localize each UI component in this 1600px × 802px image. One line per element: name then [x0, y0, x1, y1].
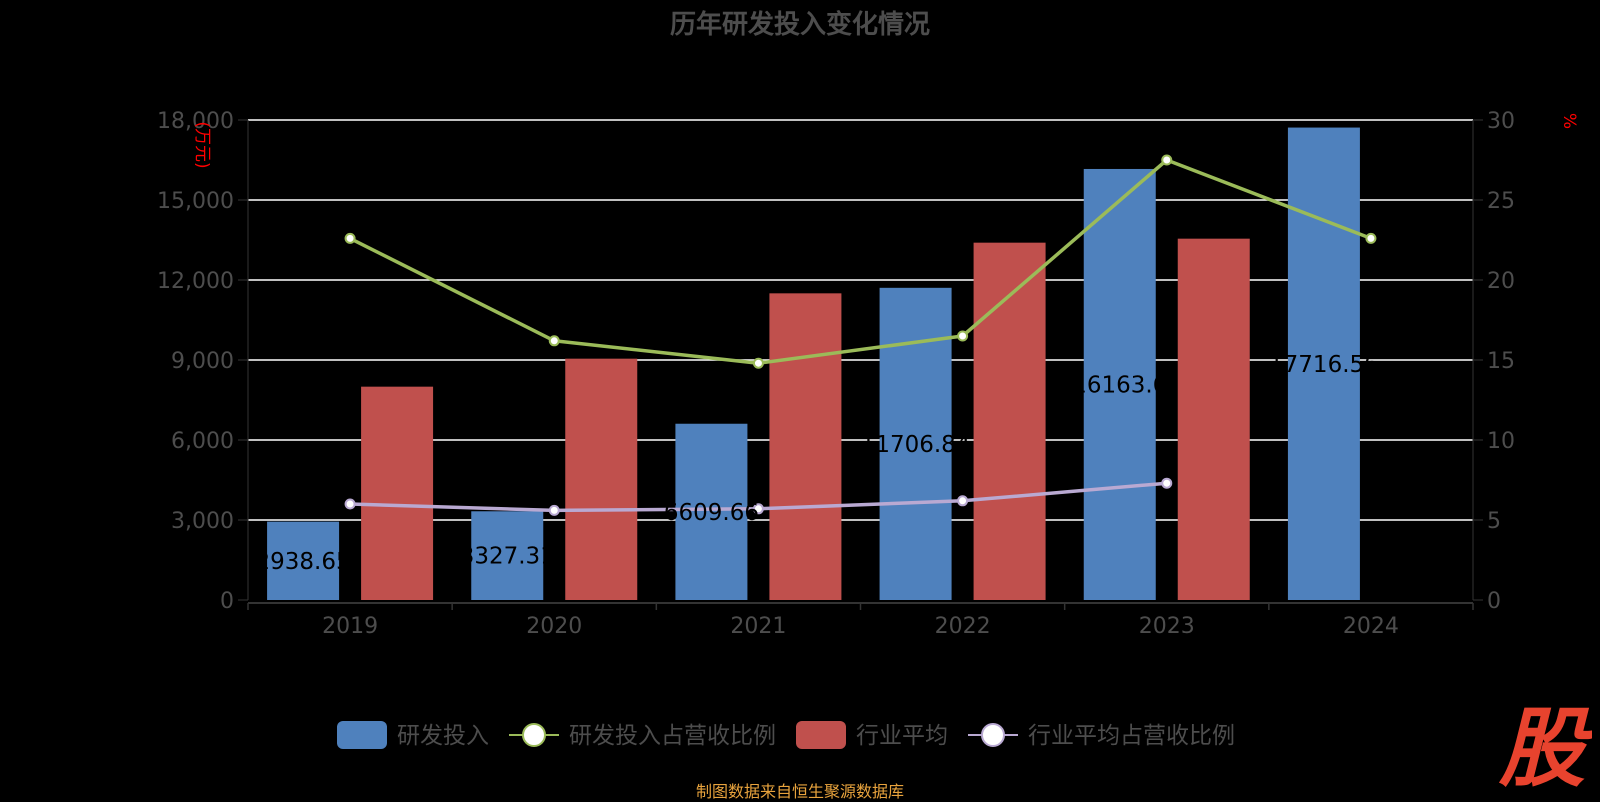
bar-rd-value-label: 2938.65	[256, 549, 351, 575]
x-tick-label: 2022	[935, 614, 991, 639]
y-left-tick-label: 6,000	[171, 429, 234, 454]
data-labels: 2938.65 3327.31 6609.66 11706.84 16163.6 1771…	[256, 352, 1379, 575]
legend-label: 行业平均	[856, 723, 948, 749]
legend-item-industry[interactable]: 行业平均	[796, 721, 948, 749]
industry-ratio-point	[548, 504, 560, 516]
lines	[344, 154, 1377, 516]
y-left-tick-label: 18,000	[157, 109, 234, 134]
bar-industry-2022	[973, 242, 1046, 600]
industry-ratio-point	[344, 498, 356, 510]
chart-title: 历年研发投入变化情况	[670, 9, 930, 40]
y-left-unit: (万元)	[192, 121, 212, 168]
rd-ratio-point	[752, 357, 764, 369]
y-left-tick-label: 12,000	[157, 269, 234, 294]
legend-label: 研发投入占营收比例	[569, 723, 776, 749]
legend[interactable]: 研发投入 研发投入占营收比例 行业平均 行业平均占营收比例	[337, 721, 1235, 749]
bar-rd-value-label: 6609.66	[664, 500, 759, 526]
legend-label: 行业平均占营收比例	[1028, 723, 1235, 749]
x-tick-label: 2019	[322, 614, 378, 639]
bar-rd-value-label: 3327.31	[460, 544, 555, 570]
legend-item-rd-ratio[interactable]: 研发投入占营收比例	[509, 723, 776, 749]
legend-swatch	[796, 721, 846, 749]
rd-ratio-line	[349, 158, 1372, 365]
industry-ratio-point	[957, 495, 969, 507]
legend-item-rd[interactable]: 研发投入	[337, 721, 489, 749]
y-right-unit: %	[1559, 113, 1579, 129]
legend-swatch-marker	[522, 723, 546, 747]
rd-ratio-point	[1365, 232, 1377, 244]
bar-industry-2021	[769, 293, 842, 600]
bar-industry-2019	[361, 386, 434, 600]
y-right-tick-label: 0	[1487, 589, 1501, 614]
y-right-tick-label: 10	[1487, 429, 1515, 454]
rd-ratio-point	[957, 330, 969, 342]
y-right-tick-label: 15	[1487, 349, 1515, 374]
bar-industry-2020	[565, 358, 638, 600]
bar-industry-2023	[1177, 238, 1250, 600]
y-right-tick-label: 25	[1487, 189, 1515, 214]
rd-ratio-point	[344, 232, 356, 244]
y-right-tick-label: 30	[1487, 109, 1515, 134]
y-left-tick-label: 0	[220, 589, 234, 614]
legend-swatch-marker	[981, 723, 1005, 747]
brand-logo: 股	[1498, 700, 1592, 792]
bar-rd-2023	[1083, 168, 1156, 600]
x-tick-label: 2020	[526, 614, 582, 639]
y-left-tick-label: 3,000	[171, 509, 234, 534]
bar-rd-2024	[1287, 127, 1360, 600]
logo-char: 股	[1498, 700, 1592, 792]
bar-rd-2019	[267, 521, 340, 600]
data-source-note: 制图数据来自恒生聚源数据库	[695, 782, 904, 801]
bar-rd-value-label: 16163.6	[1072, 372, 1167, 398]
bars	[267, 127, 1360, 600]
legend-item-industry-ratio[interactable]: 行业平均占营收比例	[968, 723, 1235, 749]
industry-ratio-point	[752, 503, 764, 515]
x-tick-label: 2021	[730, 614, 786, 639]
bar-rd-value-label: 17716.56	[1269, 352, 1379, 378]
legend-label: 研发投入	[397, 723, 489, 749]
y-right-tick-label: 20	[1487, 269, 1515, 294]
legend-swatch	[337, 721, 387, 749]
bar-rd-2020	[471, 511, 544, 600]
x-tick-label: 2023	[1139, 614, 1195, 639]
bar-rd-2021	[675, 423, 748, 600]
industry-ratio-point	[1161, 477, 1173, 489]
rd-ratio-point	[1161, 154, 1173, 166]
y-left-tick-label: 15,000	[157, 189, 234, 214]
y-left-tick-label: 9,000	[171, 349, 234, 374]
y-right-tick-label: 5	[1487, 509, 1501, 534]
grid-lines	[248, 119, 1473, 521]
bar-rd-value-label: 11706.84	[861, 432, 971, 458]
x-tick-label: 2024	[1343, 614, 1399, 639]
axes: 0 3,000 6,000 9,000 12,000 15,000 18,000 0 5 10 15…	[157, 109, 1579, 639]
rd-ratio-point	[548, 335, 560, 347]
